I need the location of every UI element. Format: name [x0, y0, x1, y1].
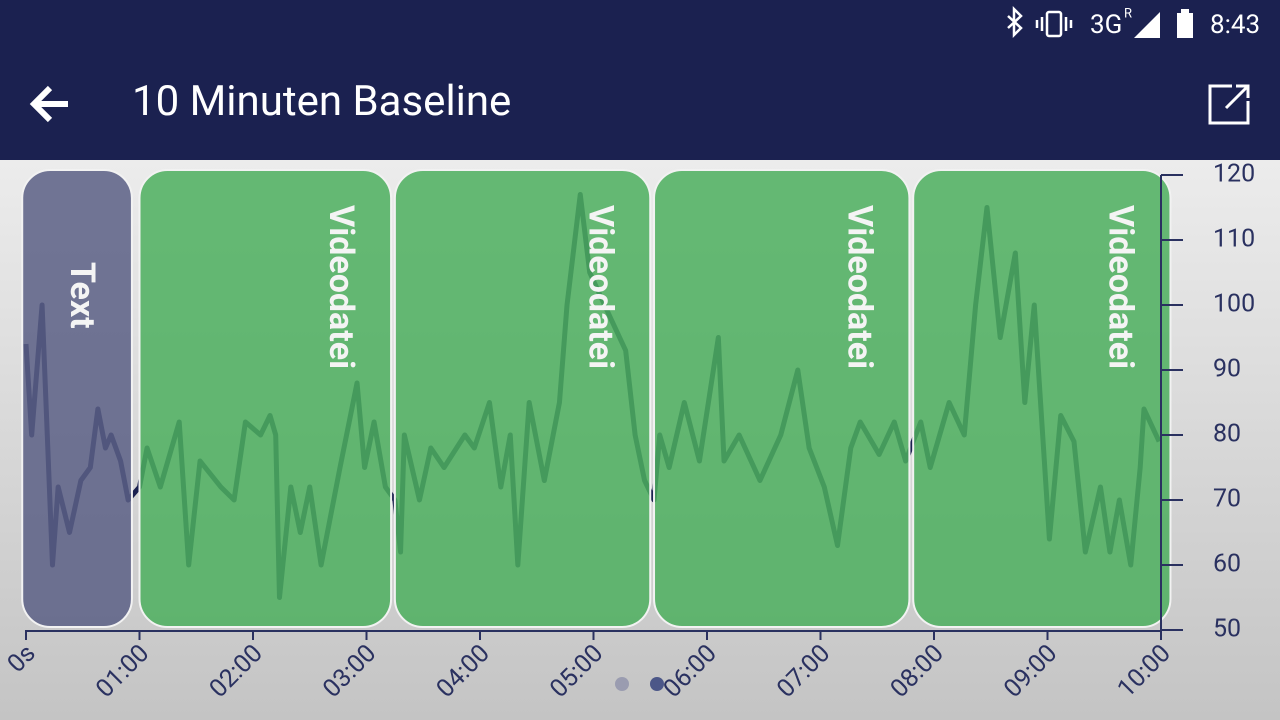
segment-label: Videodatei — [321, 205, 361, 369]
share-arrow — [1224, 84, 1250, 110]
y-tick-label: 100 — [1213, 290, 1255, 319]
back-button[interactable] — [29, 85, 68, 123]
share-button[interactable] — [1208, 84, 1250, 125]
y-tick-label: 50 — [1213, 615, 1241, 644]
y-tick-label: 60 — [1213, 550, 1241, 579]
screen-title: 10 Minuten Baseline — [132, 77, 511, 126]
y-tick-label: 120 — [1213, 160, 1255, 189]
vibrate-waves — [1035, 17, 1073, 31]
battery-tip — [1181, 9, 1189, 13]
status-icons — [1007, 5, 1073, 39]
segment-overlay — [21, 169, 133, 628]
segment-label: Videodatei — [839, 205, 879, 369]
segment-overlay — [653, 169, 911, 628]
y-tick-label: 70 — [1213, 485, 1241, 514]
vibrate-icon — [1045, 10, 1063, 38]
battery-icon — [1177, 13, 1193, 38]
page-dot[interactable] — [615, 677, 629, 691]
y-tick-label: 110 — [1213, 225, 1255, 254]
segment-label: Videodatei — [580, 205, 620, 369]
segment-label: Text — [62, 262, 102, 329]
signal-icon — [1134, 12, 1160, 38]
page-dot-active[interactable] — [650, 677, 664, 691]
segment-label: Videodatei — [1100, 205, 1140, 369]
bluetooth-icon — [1007, 5, 1023, 39]
y-tick-label: 90 — [1213, 355, 1241, 384]
y-tick-label: 80 — [1213, 420, 1241, 449]
network-type: 3G — [1090, 10, 1122, 40]
segment-overlay — [393, 169, 652, 628]
segment-overlay — [912, 169, 1172, 628]
roaming-indicator: R — [1124, 6, 1132, 21]
share-box — [1208, 84, 1250, 125]
clock: 8:43 — [1210, 10, 1260, 40]
segment-overlay — [138, 169, 393, 628]
